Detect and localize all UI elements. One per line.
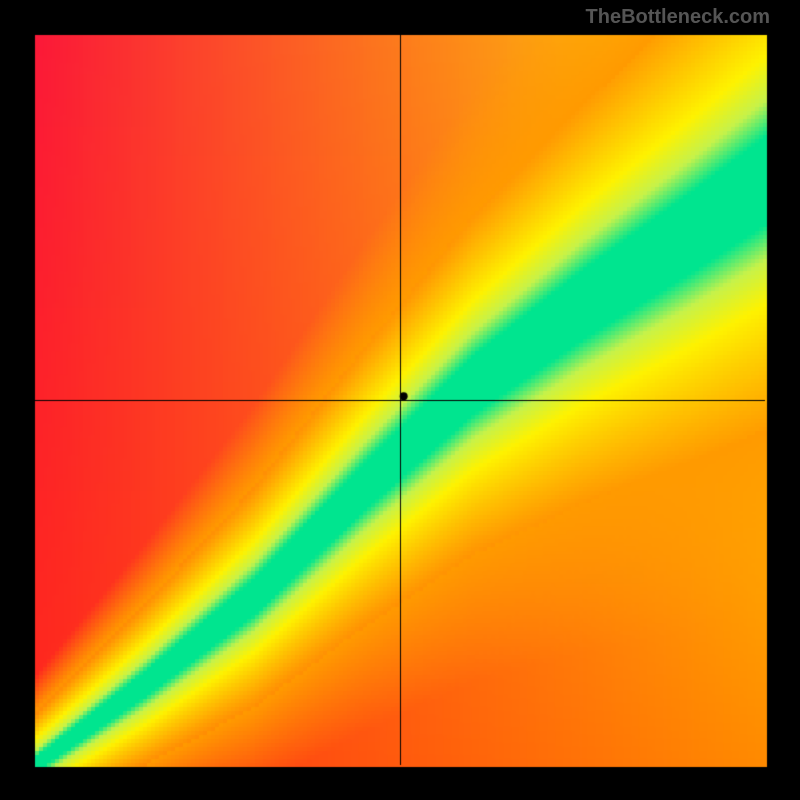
- chart-container: TheBottleneck.com: [0, 0, 800, 800]
- watermark-text: TheBottleneck.com: [586, 6, 770, 29]
- gradient-heatmap-chart: [0, 0, 800, 800]
